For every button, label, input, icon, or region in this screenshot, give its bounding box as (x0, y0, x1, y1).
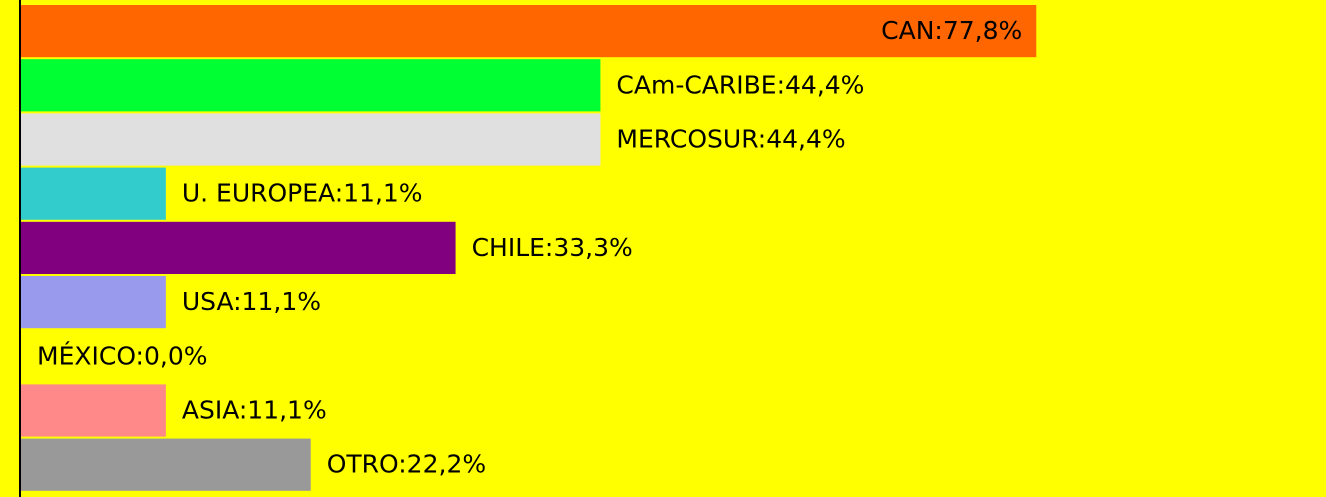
data-label: MÉXICO:0,0% (37, 341, 208, 370)
data-label: CAm-CARIBE:44,4% (616, 70, 864, 99)
bar (21, 438, 311, 491)
bar (21, 59, 601, 112)
data-label: USA:11,1% (182, 287, 321, 316)
data-label: OTRO:22,2% (327, 450, 486, 479)
data-label: U. EUROPEA:11,1% (182, 179, 423, 208)
data-label: MERCOSUR:44,4% (616, 125, 845, 154)
bar (21, 276, 166, 329)
data-label: CAN:77,8% (881, 16, 1022, 45)
bar (21, 167, 166, 220)
bar (21, 113, 601, 166)
data-label: CHILE:33,3% (472, 233, 633, 262)
bar (21, 384, 166, 437)
bar (21, 221, 456, 274)
bar (21, 5, 1037, 58)
data-label: ASIA:11,1% (182, 396, 327, 425)
